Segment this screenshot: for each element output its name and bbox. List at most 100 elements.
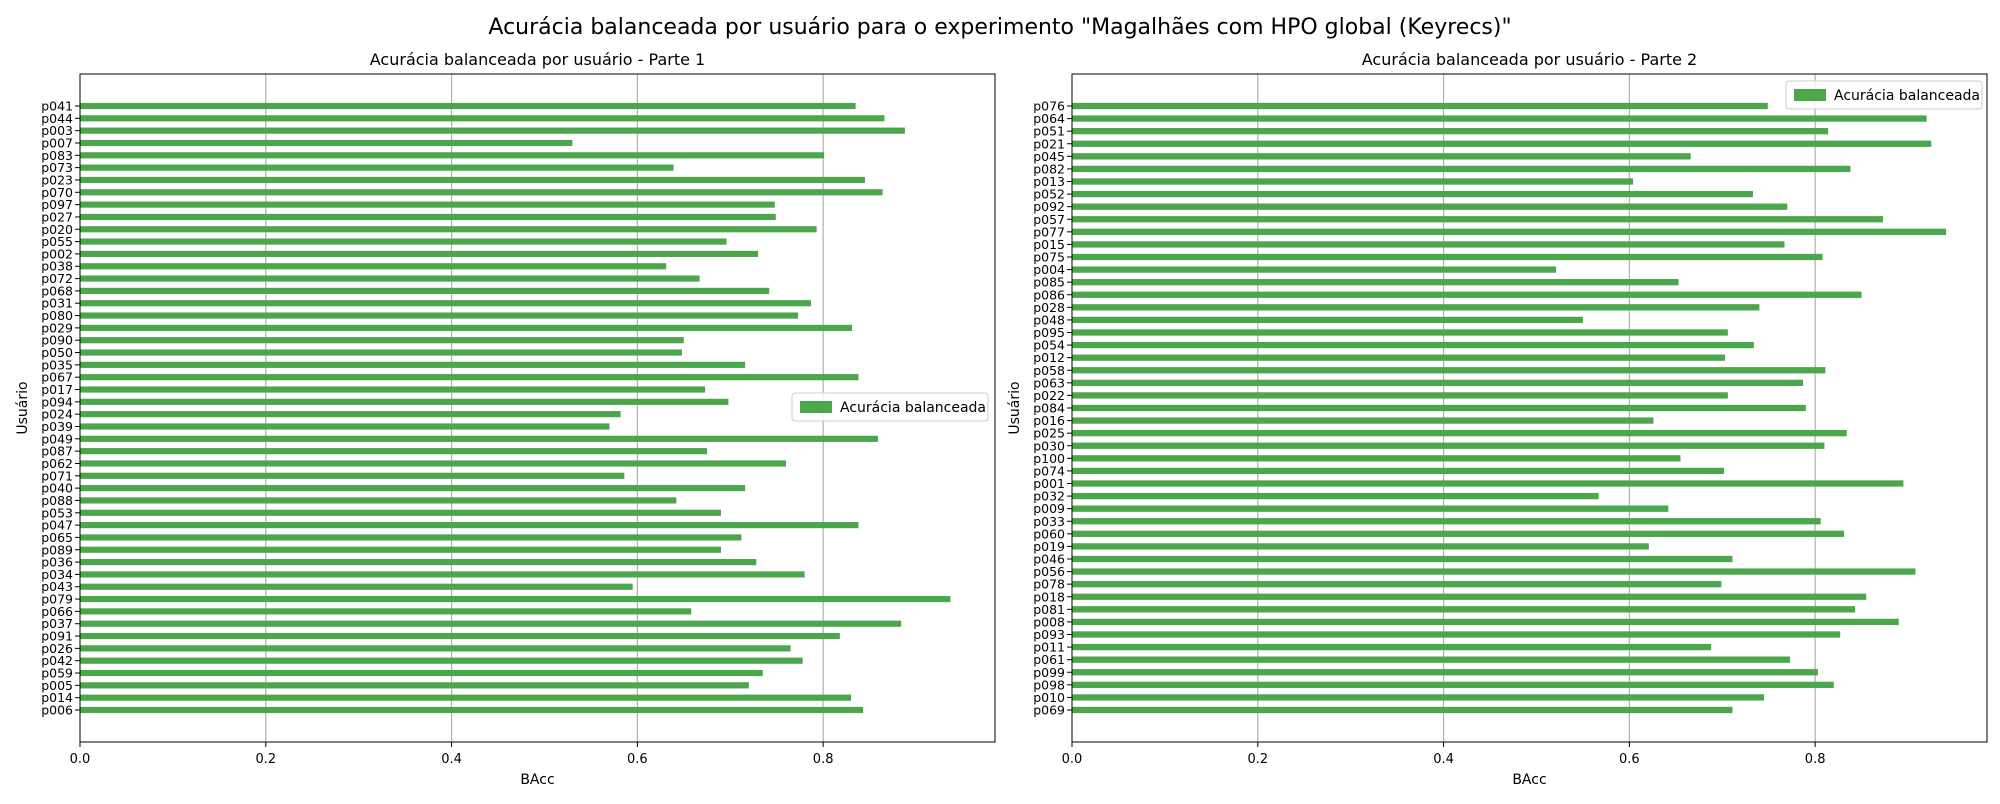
x-tick-label: 0.2 [1247,752,1268,767]
bar-p031 [80,300,812,307]
y-tick-label: p084 [1033,401,1065,416]
y-tick-label: p001 [1033,476,1065,491]
bar-p026 [80,645,791,652]
bar-p006 [80,706,864,714]
legend: Acurácia balanceada [1785,80,1983,110]
y-tick-label: p072 [41,271,73,286]
y-tick-label: p081 [1033,602,1065,617]
legend-label: Acurácia balanceada [1834,88,1980,104]
y-tick-label: p089 [41,542,73,557]
y-tick-label: p047 [41,518,73,533]
y-tick-label: p022 [1033,388,1065,403]
bar-p088 [80,497,677,504]
bar-p094 [80,398,729,405]
y-tick-label: p027 [41,209,73,224]
y-tick-label: p020 [41,222,73,237]
y-tick-label: p038 [41,259,73,274]
y-tick-label: p099 [1033,665,1065,680]
x-tick-label: 0.0 [1062,752,1083,767]
y-tick-label: p094 [41,394,73,409]
bar-p097 [80,201,775,208]
bar-p057 [1072,216,1883,223]
bar-p050 [80,349,682,356]
y-tick-label: p046 [1033,552,1065,567]
y-tick-label: p032 [1033,489,1065,504]
y-tick-label: p077 [1033,224,1065,239]
y-tick-label: p090 [41,333,73,348]
y-tick-label: p073 [41,160,73,175]
y-tick-label: p065 [41,530,73,545]
y-tick-label: p067 [41,370,73,385]
y-tick-label: p074 [1033,463,1065,478]
y-tick-label: p069 [1033,703,1065,718]
y-tick-label: p012 [1033,350,1065,365]
x-tick-label: 0.6 [1619,752,1640,767]
bar-p011 [1072,643,1712,651]
bar-p058 [1072,367,1826,374]
y-tick-label: p013 [1033,174,1065,189]
bar-p010 [1072,694,1765,701]
bar-p082 [1072,165,1851,173]
y-tick-label: p019 [1033,539,1065,554]
bar-p030 [1072,442,1825,449]
bar-p090 [80,337,684,344]
bar-p081 [1072,606,1856,613]
bar-p093 [1072,631,1841,638]
y-tick-label: p055 [41,234,73,249]
y-tick-label: p011 [1033,640,1065,655]
bar-p098 [1072,681,1834,688]
bar-p067 [80,374,859,381]
bar-p100 [1072,455,1681,462]
bar-p080 [80,312,799,319]
y-tick-label: p087 [41,444,73,459]
y-tick-label: p017 [41,382,73,397]
bar-p085 [1072,279,1679,286]
bar-p009 [1072,505,1669,512]
bar-p068 [80,287,770,294]
y-tick-label: p041 [41,99,73,114]
x-tick-label: 0.0 [70,752,91,767]
y-tick-label: p034 [41,567,73,582]
x-tick-label: 0.4 [1433,752,1454,767]
bar-p042 [80,657,803,664]
bar-p083 [80,152,825,159]
y-tick-label: p057 [1033,212,1065,227]
y-tick-label: p082 [1033,161,1065,176]
bar-p018 [1072,593,1867,600]
y-tick-label: p071 [41,468,73,483]
y-tick-label: p016 [1033,413,1065,428]
y-tick-label: p064 [1033,111,1065,126]
bar-p039 [80,423,610,430]
x-axis-label: BAcc [1512,772,1546,788]
y-tick-label: p061 [1033,652,1065,667]
y-tick-label: p058 [1033,363,1065,378]
y-tick-label: p051 [1033,124,1065,139]
y-tick-label: p026 [41,641,73,656]
bar-p043 [80,583,633,590]
bar-p020 [80,226,817,233]
y-tick-label: p079 [41,592,73,607]
y-tick-label: p007 [41,135,73,150]
y-tick-label: p052 [1033,187,1065,202]
bar-p027 [80,213,776,221]
bar-p022 [1072,392,1728,399]
y-tick-label: p002 [41,246,73,261]
bar-p076 [1072,102,1768,110]
bar-p041 [80,102,856,110]
bar-p047 [80,522,859,529]
bar-p087 [80,448,708,455]
y-tick-label: p035 [41,357,73,372]
bar-p070 [80,189,883,196]
panel-title: Acurácia balanceada por usuário - Parte … [1362,50,1697,69]
y-tick-label: p039 [41,419,73,434]
y-tick-label: p021 [1033,136,1065,151]
bar-p035 [80,361,746,368]
y-axis-label: Usuário [15,381,31,434]
x-tick-label: 0.8 [1805,752,1826,767]
y-tick-label: p008 [1033,614,1065,629]
y-tick-label: p030 [1033,438,1065,453]
bar-p091 [80,632,840,640]
bar-p099 [1072,669,1818,676]
bar-p078 [1072,581,1722,588]
y-tick-label: p025 [1033,426,1065,441]
